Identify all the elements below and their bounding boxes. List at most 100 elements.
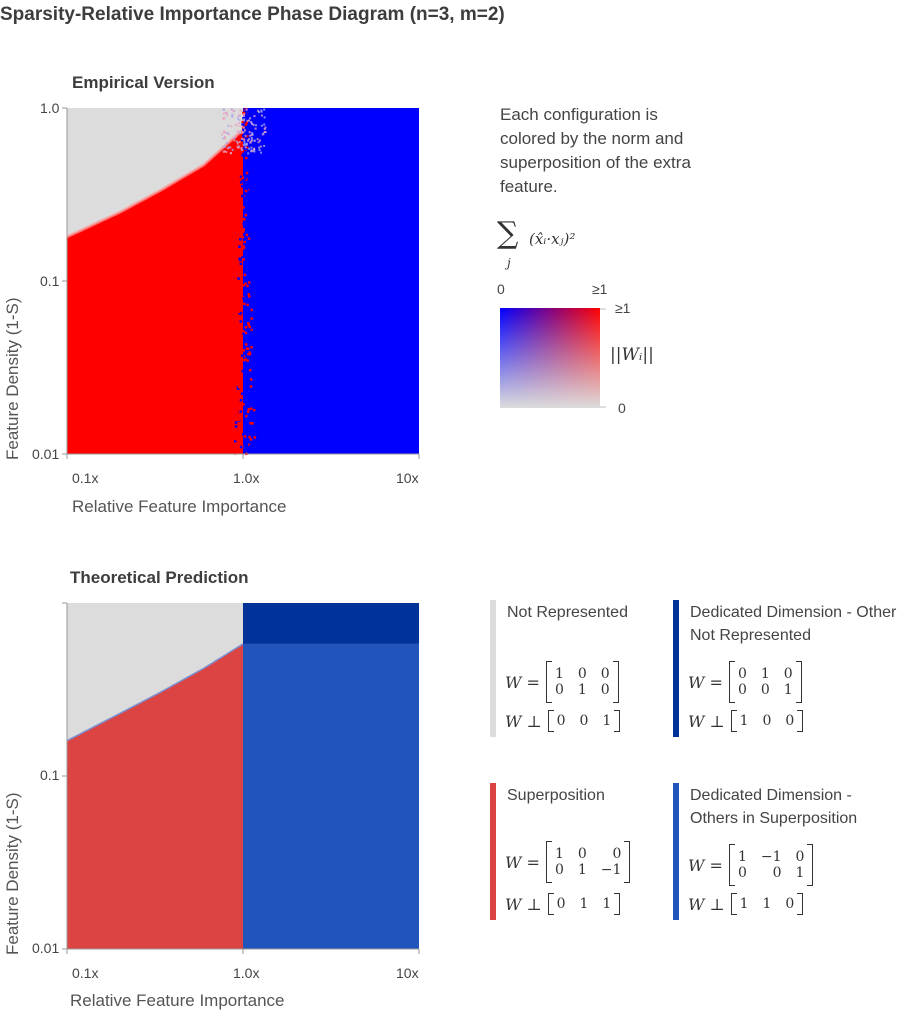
empirical-speckle	[243, 448, 246, 452]
empirical-xtick-10: 10x	[396, 470, 419, 486]
empirical-fringe-dot	[250, 136, 253, 139]
empirical-speckle	[250, 328, 253, 331]
empirical-speckle	[248, 368, 252, 372]
empirical-speckle	[245, 121, 248, 124]
empirical-fringe-dot	[227, 124, 230, 127]
empirical-speckle	[239, 258, 242, 262]
empirical-fringe-dot	[224, 135, 226, 138]
empirical-fringe-dot	[246, 143, 248, 146]
empirical-top-fringe	[221, 108, 267, 155]
theoretical-xlabel: Relative Feature Importance	[70, 991, 285, 1010]
vector-cell: 1	[602, 896, 612, 912]
empirical-speckle	[239, 311, 243, 315]
empirical-speckle	[239, 334, 243, 337]
empirical-speckle	[237, 415, 240, 419]
empirical-speckle	[240, 223, 243, 226]
empirical-fringe-dot	[236, 145, 239, 148]
empirical-fringe-dot	[250, 146, 253, 149]
empirical-speckle	[240, 161, 243, 165]
legend-color-bar	[673, 600, 679, 737]
empirical-xtick-1: 1.0x	[233, 470, 260, 486]
empirical-fringe-dot	[258, 149, 261, 151]
empirical-speckle	[246, 194, 249, 197]
empirical-speckle	[253, 436, 257, 439]
empirical-speckle	[245, 338, 249, 341]
empirical-speckle	[244, 326, 248, 329]
empirical-speckle	[241, 123, 244, 126]
empirical-fringe-dot	[232, 110, 235, 113]
empirical-speckle	[235, 394, 238, 398]
empirical-fringe-dot	[238, 121, 241, 124]
empirical-speckle	[248, 297, 252, 300]
empirical-fringe-dot	[248, 131, 251, 134]
empirical-speckle	[252, 424, 255, 428]
empirical-fringe-dot	[260, 124, 263, 127]
empirical-speckle	[247, 237, 251, 240]
empirical-fringe-dot	[250, 150, 253, 153]
empirical-speckle	[249, 391, 253, 395]
empirical-speckle	[239, 286, 242, 289]
empirical-speckle	[242, 245, 246, 248]
colorbar-y-min: 0	[618, 400, 626, 416]
empirical-speckle	[246, 260, 250, 264]
empirical-fringe-dot	[242, 119, 245, 122]
legend-w-perp: W ⊥ 1 0 0	[688, 710, 804, 732]
empirical-speckle	[234, 439, 237, 443]
empirical-speckle	[244, 362, 247, 365]
matrix-cell: 0	[612, 846, 622, 862]
empirical-fringe-dot	[242, 115, 245, 117]
empirical-speckle	[245, 254, 249, 257]
empirical-speckle	[247, 268, 251, 271]
empirical-speckle	[245, 438, 248, 441]
empirical-speckle	[241, 120, 244, 124]
sum-term: (x̂ᵢ·xⱼ)²	[529, 230, 576, 248]
empirical-fringe-dot	[225, 111, 228, 114]
empirical-region-dedicated	[243, 108, 419, 454]
empirical-speckle	[242, 358, 245, 362]
vector-cell: 1	[579, 896, 589, 912]
empirical-speckle	[248, 351, 251, 354]
empirical-speckle	[243, 203, 247, 207]
empirical-fringe-dot	[235, 135, 237, 138]
legend-item: Superposition W = 1 0 0 0 1 −1 W ⊥ 0 1 1	[490, 783, 660, 920]
empirical-speckle	[251, 352, 255, 355]
empirical-speckle	[248, 295, 251, 298]
empirical-fringe-dot	[224, 145, 226, 148]
empirical-fringe-dot	[249, 141, 252, 144]
empirical-speckle	[238, 313, 241, 316]
empirical-fringe-dot	[222, 150, 225, 153]
empirical-ytick-1: 1.0	[40, 100, 60, 116]
empirical-speckle	[245, 146, 249, 149]
empirical-speckle	[244, 196, 247, 199]
legend-w-label: W =	[505, 852, 540, 872]
matrix-cell: 1	[783, 682, 793, 698]
empirical-speckle	[246, 248, 250, 252]
empirical-speckle	[242, 258, 245, 261]
empirical-speckle	[246, 385, 250, 388]
empirical-speckle	[245, 180, 248, 184]
empirical-speckle	[234, 421, 238, 424]
empirical-fringe-dot	[243, 113, 246, 116]
empirical-speckle	[247, 324, 251, 327]
empirical-speckle	[250, 320, 254, 323]
empirical-speckle	[248, 440, 252, 444]
empirical-speckle	[248, 261, 251, 264]
empirical-speckle	[244, 288, 247, 291]
legend-w-perp-label: W ⊥	[505, 711, 542, 731]
empirical-speckle	[248, 352, 252, 356]
legend-w-perp-label: W ⊥	[688, 894, 725, 914]
empirical-fringe-dot	[237, 146, 240, 149]
empirical-speckle	[238, 329, 241, 332]
empirical-speckle	[236, 398, 239, 402]
vector-cell: 0	[785, 713, 795, 729]
vector-cell: 0	[579, 713, 589, 729]
empirical-speckle	[240, 437, 243, 440]
empirical-speckle	[244, 126, 248, 129]
empirical-speckle	[247, 415, 250, 419]
empirical-speckle	[242, 117, 245, 120]
theoretical-subtitle: Theoretical Prediction	[70, 568, 249, 587]
empirical-speckle	[241, 433, 245, 436]
theoretical-xtick-0-1: 0.1x	[72, 965, 99, 981]
empirical-fringe-dot	[259, 139, 261, 142]
